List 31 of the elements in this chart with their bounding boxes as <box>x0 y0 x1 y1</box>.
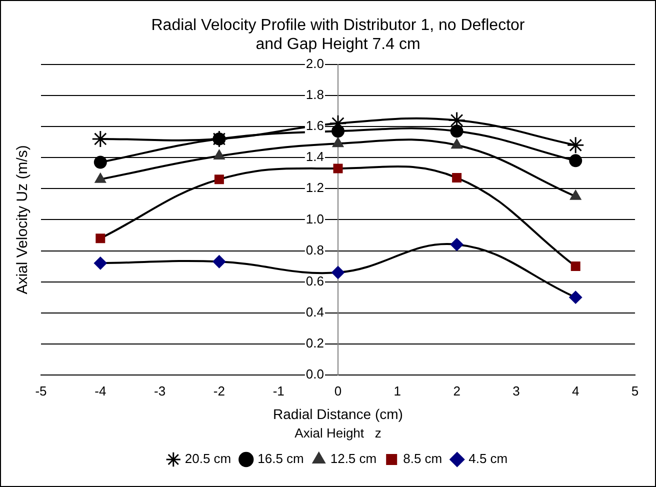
y-tick-label: 0.2 <box>306 336 324 351</box>
y-tick-label: 0.4 <box>306 304 324 320</box>
y-tick-label: 1.2 <box>306 180 324 196</box>
legend-label: 20.5 cm <box>184 451 232 466</box>
x-tick-label: -4 <box>94 383 106 398</box>
y-tick-label: 1.0 <box>306 211 324 226</box>
y-tick-label: 1.4 <box>306 149 324 164</box>
x-tick-label: 3 <box>512 383 520 398</box>
legend-label: 12.5 cm <box>330 451 377 466</box>
x-tick-label: 4 <box>572 383 580 398</box>
x-tick-label: -5 <box>35 383 47 398</box>
x-tick-label: 0 <box>334 383 342 398</box>
y-tick-label: 1.6 <box>306 118 324 134</box>
x-tick-label: 2 <box>453 383 460 398</box>
y-tick-label: 2.0 <box>306 56 324 71</box>
y-tick-label: 0.6 <box>306 273 324 288</box>
x-tick-label: -3 <box>154 383 166 398</box>
x-axis-title: Radial Distance (cm) <box>273 406 403 422</box>
legend-label: 4.5 cm <box>468 451 508 466</box>
y-tick-label: 0.0 <box>306 366 324 382</box>
x-tick-label: 1 <box>394 383 402 398</box>
legend-label: 8.5 cm <box>403 451 442 466</box>
y-tick-label: 1.8 <box>306 87 324 102</box>
y-axis-title: Axial Velocity Uz (m/s) <box>14 145 32 294</box>
chart-title: Radial Velocity Profile with Distributor 1, no Deflector and Gap Height 7.4 cm <box>151 17 526 54</box>
legend-title: Axial Height z <box>294 425 382 440</box>
legend-label: 16.5 cm <box>258 451 304 466</box>
x-tick-label: -1 <box>272 383 284 398</box>
x-tick-label: 5 <box>631 383 639 398</box>
y-tick-label: 0.8 <box>306 242 324 258</box>
x-tick-label: -2 <box>213 383 225 398</box>
